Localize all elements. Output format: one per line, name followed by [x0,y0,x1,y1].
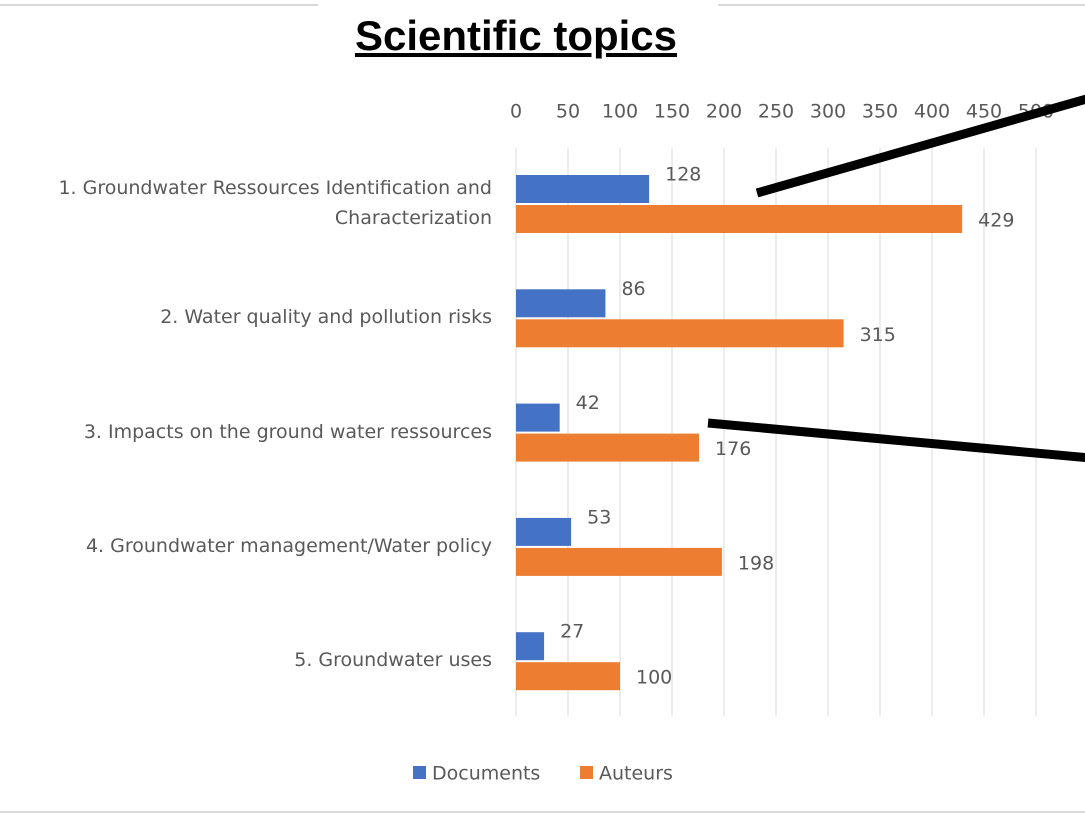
data-label: 27 [560,621,584,643]
pointer-line [755,94,1085,198]
bar [516,319,844,348]
bar [516,433,700,462]
x-tick-label: 400 [914,101,950,123]
data-label: 176 [715,438,751,460]
bar [516,205,963,233]
bar [516,175,650,203]
x-tick-label: 300 [810,101,846,123]
data-label: 42 [576,392,600,414]
bar [516,403,560,432]
chart-title: Scientific topics [354,12,678,59]
y-tick-label: 2. Water quality and pollution risks [160,306,492,329]
legend-swatch [580,766,593,779]
legend-label: Documents [432,763,540,785]
bar [516,517,572,546]
y-tick-label: 5. Groundwater uses [294,649,492,672]
x-tick-label: 350 [862,101,898,123]
y-tick-label: 1. Groundwater Ressources Identification… [58,177,492,229]
data-label: 100 [636,667,672,689]
pointer-line [707,418,1085,463]
x-tick-label: 100 [602,101,638,123]
data-label: 128 [665,164,701,186]
bar [516,632,545,661]
bar [516,662,620,691]
bar [516,547,722,576]
data-label: 86 [621,278,645,300]
y-tick-label: 4. Groundwater management/Water policy [85,534,492,557]
x-tick-label: 450 [966,101,1002,123]
bar [516,289,606,318]
data-label: 198 [738,552,774,574]
x-tick-label: 0 [510,101,522,123]
legend-label: Auteurs [599,763,673,785]
x-tick-label: 150 [654,101,690,123]
x-tick-label: 50 [556,101,580,123]
data-label: 53 [587,506,611,528]
x-tick-label: 200 [706,101,742,123]
x-tick-label: 250 [758,101,794,123]
legend-swatch [413,766,426,779]
y-tick-label: 3. Impacts on the ground water ressource… [83,420,492,443]
plot: 0501001502002503003504004505001288642532… [413,101,1054,785]
data-label: 429 [978,210,1014,232]
data-label: 315 [860,324,896,346]
